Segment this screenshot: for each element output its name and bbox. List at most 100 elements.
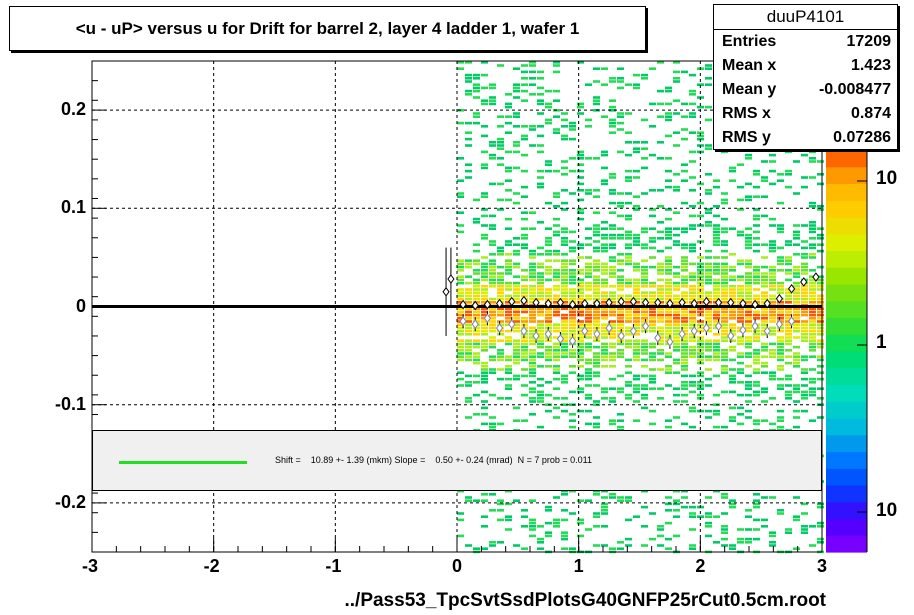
heatmap-cell	[673, 515, 680, 518]
heatmap-cell	[497, 368, 504, 371]
heatmap-cell	[801, 291, 808, 294]
heatmap-cell	[673, 393, 680, 397]
heatmap-cell	[489, 329, 496, 333]
heatmap-cell	[617, 214, 624, 218]
heatmap-cell	[529, 310, 536, 314]
heatmap-cell	[641, 77, 648, 80]
heatmap-cell	[721, 278, 728, 282]
heatmap-cell	[625, 381, 632, 384]
heatmap-cell	[753, 422, 760, 426]
heatmap-cell	[585, 256, 592, 259]
heatmap-cell	[737, 278, 744, 282]
heatmap-cell	[745, 541, 752, 544]
heatmap-cell	[617, 269, 624, 272]
heatmap-cell	[697, 214, 704, 218]
heatmap-cell	[585, 125, 592, 128]
heatmap-cell	[817, 227, 824, 230]
heatmap-cell	[481, 265, 488, 269]
heatmap-cell	[489, 265, 496, 269]
heatmap-cell	[569, 419, 576, 422]
heatmap-cell	[689, 176, 696, 179]
heatmap-cell	[777, 387, 784, 390]
heatmap-cell	[665, 365, 672, 368]
heatmap-cell	[497, 163, 504, 166]
heatmap-cell	[497, 198, 504, 202]
heatmap-cell	[721, 365, 728, 368]
heatmap-cell	[505, 320, 512, 323]
heatmap-cell	[817, 541, 824, 544]
profile-offset-point	[544, 329, 552, 339]
profile-mean-point	[617, 296, 625, 307]
heatmap-cell	[681, 294, 688, 298]
heatmap-cell	[465, 349, 472, 352]
heatmap-cell	[457, 61, 464, 64]
heatmap-cell	[481, 214, 488, 218]
heatmap-cell	[481, 233, 488, 237]
heatmap-cell	[505, 342, 512, 346]
heatmap-cell	[729, 307, 736, 310]
heatmap-cell	[793, 310, 800, 314]
heatmap-cell	[793, 275, 800, 278]
heatmap-cell	[657, 89, 664, 93]
heatmap-cell	[681, 243, 688, 246]
heatmap-cell	[729, 502, 736, 506]
heatmap-cell	[665, 294, 672, 298]
heatmap-cell	[473, 342, 480, 346]
palette-segment	[826, 267, 867, 285]
heatmap-cell	[721, 358, 728, 362]
heatmap-cell	[505, 150, 512, 154]
heatmap-cell	[537, 294, 544, 298]
heatmap-cell	[601, 509, 608, 512]
heatmap-cell	[673, 336, 680, 339]
heatmap-cell	[641, 374, 648, 378]
heatmap-cell	[689, 285, 696, 288]
stats-label: Mean y	[722, 81, 777, 98]
heatmap-cell	[569, 371, 576, 374]
heatmap-cell	[561, 259, 568, 262]
heatmap-cell	[713, 355, 720, 358]
heatmap-cell	[529, 83, 536, 86]
heatmap-cell	[809, 269, 816, 272]
heatmap-cell	[497, 137, 504, 141]
heatmap-cell	[537, 102, 544, 106]
heatmap-cell	[713, 409, 720, 413]
heatmap-cell	[673, 173, 680, 176]
heatmap-cell	[497, 147, 504, 150]
profile-offset-point	[617, 331, 625, 341]
heatmap-cell	[481, 275, 488, 278]
heatmap-cell	[673, 99, 680, 102]
heatmap-cell	[737, 297, 744, 301]
heatmap-cell	[593, 80, 600, 83]
heatmap-cell	[537, 541, 544, 544]
heatmap-cell	[705, 323, 712, 326]
heatmap-cell	[809, 355, 816, 358]
heatmap-cell	[633, 265, 640, 269]
heatmap-cell	[617, 288, 624, 291]
heatmap-cell	[473, 329, 480, 333]
heatmap-cell	[641, 166, 648, 170]
heatmap-cell	[593, 313, 600, 317]
heatmap-cell	[769, 541, 776, 544]
heatmap-cell	[769, 182, 776, 186]
heatmap-cell	[801, 502, 808, 506]
heatmap-cell	[553, 278, 560, 282]
heatmap-cell	[481, 525, 488, 528]
heatmap-cell	[569, 121, 576, 125]
heatmap-cell	[561, 253, 568, 256]
heatmap-cell	[633, 278, 640, 282]
heatmap-cell	[465, 358, 472, 362]
heatmap-cell	[745, 393, 752, 397]
heatmap-cell	[729, 275, 736, 278]
heatmap-cell	[657, 387, 664, 390]
heatmap-cell	[513, 281, 520, 285]
heatmap-cell	[809, 345, 816, 349]
heatmap-cell	[673, 189, 680, 192]
heatmap-cell	[753, 505, 760, 509]
palette-segment	[826, 166, 867, 185]
heatmap-cell	[609, 285, 616, 288]
heatmap-cell	[457, 275, 464, 278]
heatmap-cell	[761, 323, 768, 326]
heatmap-cell	[497, 182, 504, 186]
heatmap-cell	[705, 320, 712, 323]
heatmap-cell	[497, 502, 504, 506]
